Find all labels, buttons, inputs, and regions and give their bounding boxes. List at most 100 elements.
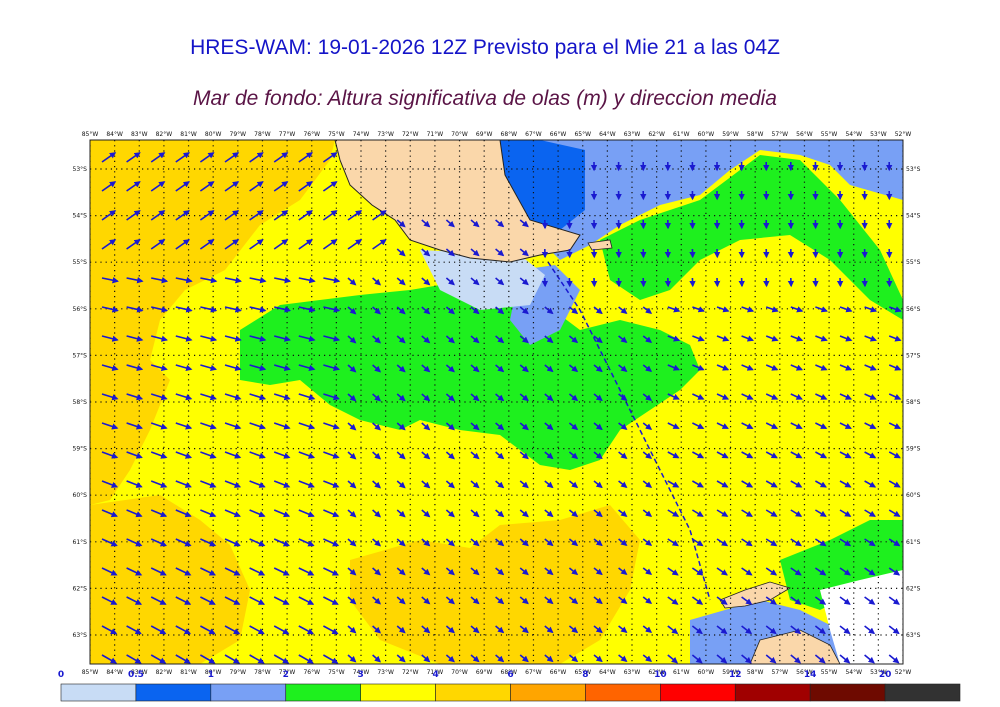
- direction-arrow: [839, 422, 852, 430]
- land-shetland: [719, 581, 791, 609]
- direction-arrow: [445, 509, 455, 518]
- direction-arrow: [864, 654, 875, 664]
- direction-arrow: [151, 306, 169, 313]
- direction-arrow: [716, 451, 729, 459]
- direction-arrow: [396, 538, 406, 547]
- direction-arrow: [126, 364, 144, 372]
- lon-label: 73°W: [377, 131, 394, 138]
- lon-label: 78°W: [254, 131, 271, 138]
- lon-label: 76°W: [303, 131, 320, 138]
- direction-arrow: [347, 480, 357, 489]
- direction-arrow: [593, 509, 603, 518]
- direction-arrow: [544, 509, 554, 518]
- direction-arrow: [814, 596, 827, 605]
- lon-label: 71°W: [427, 131, 444, 138]
- direction-arrow: [618, 509, 628, 518]
- direction-arrow: [667, 567, 679, 576]
- direction-arrow: [224, 422, 242, 430]
- direction-arrow: [273, 422, 291, 430]
- direction-arrow: [445, 306, 455, 315]
- lat-label: 58°S: [73, 399, 88, 406]
- direction-arrow: [175, 625, 192, 635]
- lon-label: 67°W: [525, 131, 542, 138]
- direction-arrow: [396, 480, 406, 489]
- direction-arrow: [716, 567, 728, 576]
- lon-label: 65°W: [574, 131, 591, 138]
- direction-arrow: [274, 335, 291, 342]
- direction-arrow: [322, 152, 338, 163]
- direction-arrow: [323, 393, 340, 401]
- direction-arrow: [249, 654, 265, 664]
- direction-arrow: [445, 277, 455, 286]
- direction-arrow: [396, 277, 406, 286]
- direction-arrow: [568, 335, 579, 344]
- lat-label: 54°S: [906, 213, 921, 220]
- direction-arrow: [888, 480, 901, 488]
- direction-arrow: [347, 306, 357, 315]
- direction-arrow: [864, 567, 876, 576]
- direction-arrow: [495, 451, 505, 460]
- lon-label: 74°W: [353, 131, 370, 138]
- direction-arrow: [101, 239, 117, 250]
- direction-arrow: [470, 364, 480, 373]
- direction-arrow: [445, 538, 455, 547]
- direction-arrow: [126, 625, 142, 635]
- direction-arrow: [126, 538, 143, 547]
- direction-arrow: [323, 596, 339, 605]
- direction-arrow: [716, 393, 730, 400]
- direction-arrow: [273, 509, 291, 518]
- map-subtitle: Mar de fondo: Altura significativa de ol…: [193, 87, 777, 110]
- direction-arrow: [593, 451, 603, 460]
- direction-arrow: [495, 393, 505, 402]
- direction-arrow: [568, 480, 579, 489]
- direction-arrow: [421, 596, 431, 605]
- direction-arrow: [175, 335, 193, 342]
- direction-arrow: [495, 596, 505, 605]
- direction-arrow: [839, 480, 852, 488]
- direction-arrow: [495, 480, 505, 489]
- lon-label: 77°W: [279, 669, 296, 676]
- direction-arrow: [347, 538, 357, 547]
- direction-arrow: [101, 654, 118, 664]
- direction-arrow: [495, 538, 505, 547]
- direction-arrow: [347, 451, 357, 460]
- direction-arrow: [741, 538, 753, 547]
- direction-arrow: [815, 480, 827, 488]
- direction-arrow: [839, 335, 853, 342]
- direction-arrow: [421, 277, 431, 286]
- direction-arrow: [839, 538, 852, 547]
- direction-arrow: [298, 596, 315, 605]
- direction-arrow: [691, 625, 703, 635]
- direction-arrow: [741, 306, 755, 313]
- lon-label: 82°W: [156, 131, 173, 138]
- direction-arrow: [224, 152, 240, 163]
- direction-arrow: [273, 393, 291, 401]
- direction-arrow: [175, 181, 190, 192]
- direction-arrow: [495, 364, 505, 373]
- direction-arrow: [224, 625, 241, 635]
- direction-arrow: [716, 335, 730, 342]
- lon-label: 63°W: [624, 131, 641, 138]
- direction-arrow: [470, 567, 480, 576]
- direction-arrow: [175, 480, 192, 488]
- lon-label: 80°W: [205, 669, 222, 676]
- direction-arrow: [544, 538, 554, 547]
- direction-arrow: [126, 654, 142, 664]
- direction-arrow: [716, 654, 728, 664]
- direction-arrow: [175, 239, 190, 250]
- direction-arrow: [568, 625, 579, 634]
- direction-arrow: [667, 451, 680, 459]
- direction-arrow: [544, 335, 554, 344]
- direction-arrow: [396, 219, 406, 228]
- direction-arrow: [790, 451, 803, 459]
- direction-arrow: [175, 364, 193, 372]
- direction-arrow: [495, 654, 505, 663]
- direction-arrow: [544, 596, 554, 605]
- direction-arrow: [323, 567, 340, 576]
- direction-arrow: [864, 335, 877, 342]
- direction-arrow: [298, 538, 315, 547]
- zone-white-se: [820, 570, 903, 664]
- lon-label: 53°W: [870, 669, 887, 676]
- direction-arrow: [445, 393, 455, 402]
- direction-arrow: [790, 509, 803, 517]
